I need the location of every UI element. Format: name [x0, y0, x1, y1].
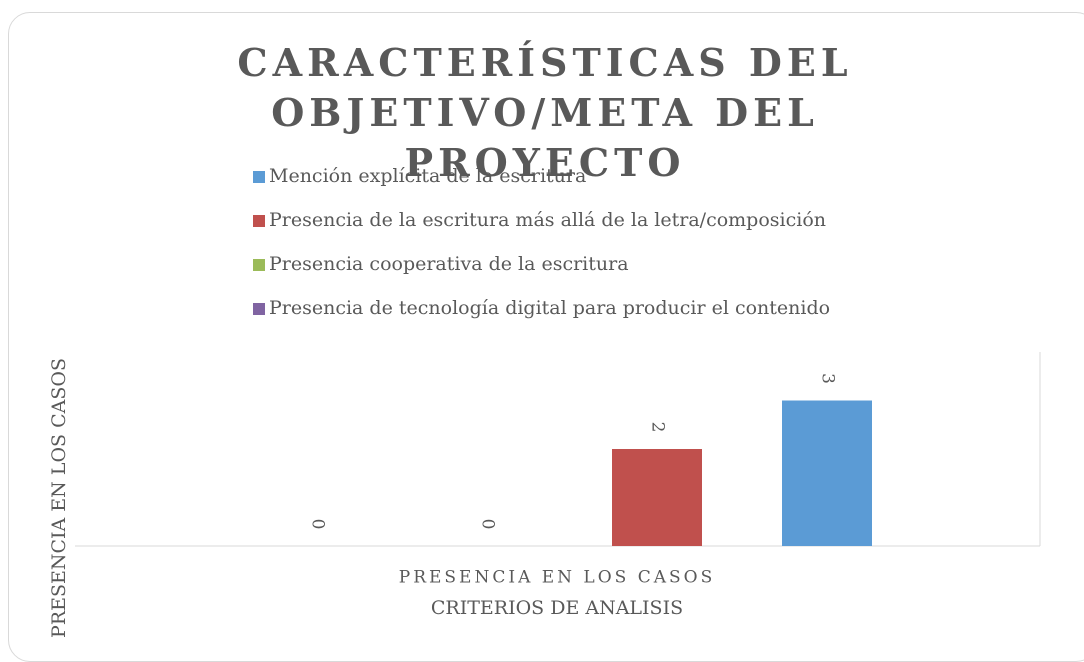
legend-swatch: [253, 171, 265, 183]
legend-label: Presencia de la escritura más allá de la…: [269, 209, 826, 231]
data-label: 0: [478, 519, 498, 530]
data-label: 0: [308, 519, 328, 530]
bar: [612, 449, 702, 546]
chart: PRESENCIA EN LOS CASOS CRITERIOS DE ANAL…: [48, 165, 1041, 638]
data-label: 2: [648, 422, 668, 433]
x-tick-label: PRESENCIA EN LOS CASOS: [399, 568, 715, 588]
legend-swatch: [253, 215, 265, 227]
x-axis-label: CRITERIOS DE ANALISIS: [431, 597, 683, 619]
y-axis-label: PRESENCIA EN LOS CASOS: [48, 358, 70, 638]
legend-label: Presencia de tecnología digital para pro…: [269, 297, 830, 319]
legend-swatch: [253, 259, 265, 271]
data-label: 3: [818, 373, 838, 384]
legend-label: Mención explícita de la escritura: [269, 165, 586, 187]
legend-label: Presencia cooperativa de la escritura: [269, 253, 629, 275]
bar: [782, 400, 872, 546]
chart-title: CARACTERÍSTICAS DEL OBJETIVO/META DEL PR…: [237, 40, 853, 185]
legend-swatch: [253, 303, 265, 315]
